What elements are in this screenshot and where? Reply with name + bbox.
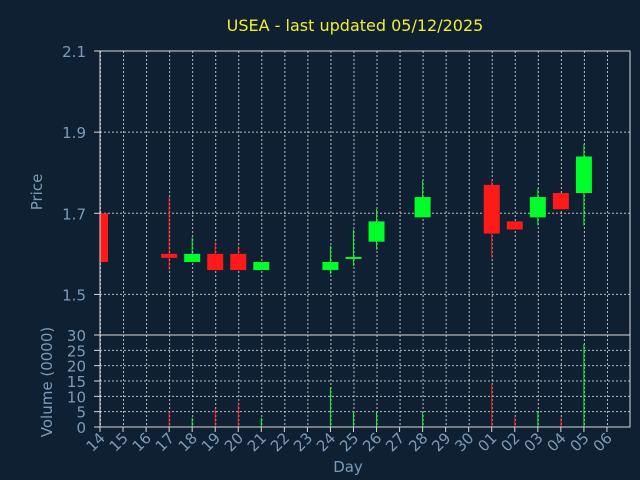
price-tick-label: 1.9	[62, 124, 86, 142]
day-axis-ticks: 1415161718192021222324252627282930010203…	[83, 427, 616, 455]
candle-body-25	[345, 256, 362, 259]
day-axis-label: Day	[333, 458, 363, 476]
candle-body-26	[368, 221, 385, 242]
candle-body-24	[322, 261, 339, 271]
candle-body-19	[207, 253, 224, 271]
volume-tick-label: 25	[67, 342, 86, 360]
candle-body-18	[184, 253, 201, 262]
candle-body-02	[506, 221, 523, 230]
candle-body-17	[161, 253, 178, 258]
price-grid	[100, 50, 630, 335]
price-panel-frame	[99, 50, 631, 336]
volume-axis-label: Volume (0000)	[38, 327, 56, 437]
volume-tick-label: 20	[67, 358, 86, 376]
price-tick-label: 1.7	[62, 205, 86, 223]
candle-body-01	[483, 184, 500, 234]
price-tick-label: 1.5	[62, 286, 86, 304]
candle-body-21	[253, 261, 270, 271]
volume-tick-label: 30	[67, 327, 86, 345]
chart-title: USEA - last updated 05/12/2025	[227, 16, 484, 35]
candle-body-04	[552, 193, 569, 210]
candle-body-20	[230, 253, 247, 271]
volume-tick-label: 5	[76, 404, 86, 422]
volume-tick-label: 10	[67, 388, 86, 406]
volume-tick-label: 15	[67, 373, 86, 391]
price-axis-ticks: 2.1 1.9 1.7 1.5	[62, 43, 100, 304]
candle-body-28	[414, 197, 431, 218]
price-tick-label: 2.1	[62, 43, 86, 61]
candle-body-05	[575, 156, 592, 193]
volume-grid	[100, 335, 630, 427]
volume-bars	[168, 344, 585, 427]
candle-body-14	[100, 213, 108, 262]
candle-body-03	[529, 197, 546, 218]
day-tick-label: 06	[590, 429, 616, 455]
price-axis-label: Price	[28, 174, 46, 211]
volume-tick-label: 0	[76, 419, 86, 437]
candle-bodies	[100, 156, 592, 271]
